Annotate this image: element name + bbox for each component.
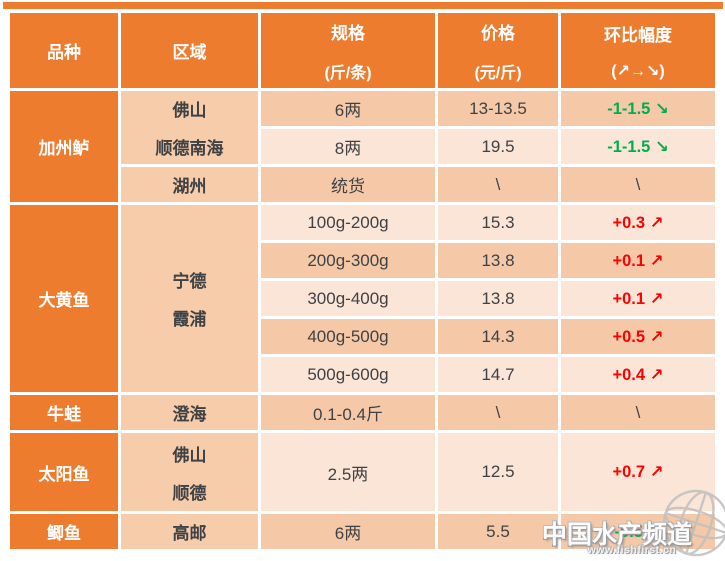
fish-price-table: 品种 区域 规格 (斤/条) 价格 (元/斤) 环比幅度 (↗→↘) 加州鲈 佛… — [7, 10, 718, 552]
price-cell: 19.5 — [438, 129, 558, 164]
spec-cell: 200g-300g — [261, 243, 435, 278]
spec-cell: 0.1-0.4斤 — [261, 395, 435, 430]
change-cell: +0.1 ↗ — [561, 281, 715, 316]
col-header-region-label: 区域 — [172, 43, 207, 62]
region-line: 湖州 — [172, 177, 207, 196]
spec-cell: 6两 — [261, 91, 435, 126]
col-header-change-arrows: (↗→↘) — [611, 62, 665, 80]
change-cell: +0.5 ↗ — [561, 319, 715, 354]
table-row: 200g-300g 13.8 +0.1 ↗ — [10, 243, 715, 278]
price-cell: \ — [438, 167, 558, 202]
change-cell: +0.3 ↗ — [561, 205, 715, 240]
col-header-spec: 规格 (斤/条) — [261, 13, 435, 88]
region-cell: 高邮 — [121, 514, 258, 549]
region-line: 佛山 — [172, 101, 207, 120]
price-cell: 15.3 — [438, 205, 558, 240]
price-cell: 5.5 — [438, 514, 558, 549]
spec-cell: 300g-400g — [261, 281, 435, 316]
table-row: 鲫鱼 高邮 6两 5.5 -0.5 ↘ — [10, 514, 715, 549]
top-accent-bar — [3, 2, 723, 9]
table-row: 加州鲈 佛山 顺德南海 6两 13-13.5 -1-1.5 ↘ — [10, 91, 715, 202]
variety-cell: 太阳鱼 — [10, 433, 118, 511]
price-cell: \ — [438, 395, 558, 430]
change-cell: \ — [561, 395, 715, 430]
price-cell: 12.5 — [438, 433, 558, 511]
region-line: 澄海 — [172, 405, 207, 424]
region-cell: 澄海 — [121, 395, 258, 430]
region-cell: 宁德 霞浦 — [121, 205, 258, 392]
spec-cell: 统货 — [261, 167, 435, 202]
spec-cell: 8两 — [261, 129, 435, 164]
region-line: 顺德 — [172, 483, 207, 503]
table-row: 300g-400g 13.8 +0.1 ↗ — [10, 281, 715, 316]
table-row: 大黄鱼 宁德 霞浦 100g-200g 15.3 +0.3 ↗ — [10, 205, 715, 392]
change-cell: \ — [561, 167, 715, 202]
change-cell: -1-1.5 ↘ — [561, 91, 715, 126]
region-line: 顺德南海 — [155, 139, 224, 158]
region-line: 宁德 — [172, 272, 207, 291]
price-cell: 13-13.5 — [438, 91, 558, 126]
region-line: 高邮 — [172, 524, 207, 543]
col-header-variety-label: 品种 — [47, 43, 81, 62]
col-header-spec-label: 规格 — [331, 23, 365, 43]
spec-cell: 2.5两 — [261, 433, 435, 511]
header-row: 品种 区域 规格 (斤/条) 价格 (元/斤) 环比幅度 (↗→↘) — [10, 13, 715, 88]
table-row: 400g-500g 14.3 +0.5 ↗ — [10, 319, 715, 354]
region-cell: 湖州 — [121, 167, 258, 202]
table-row: 太阳鱼 佛山 顺德 2.5两 12.5 +0.7 ↗ — [10, 433, 715, 511]
price-cell: 14.7 — [438, 357, 558, 392]
variety-cell: 牛蛙 — [10, 395, 118, 430]
change-cell: -1-1.5 ↘ — [561, 129, 715, 164]
change-cell: +0.4 ↗ — [561, 357, 715, 392]
spec-cell: 500g-600g — [261, 357, 435, 392]
price-cell: 14.3 — [438, 319, 558, 354]
region-cell: 佛山 顺德 — [121, 433, 258, 511]
change-cell: -0.5 ↘ — [561, 514, 715, 549]
spec-cell: 100g-200g — [261, 205, 435, 240]
price-cell: 13.8 — [438, 281, 558, 316]
region-cell: 佛山 顺德南海 — [121, 91, 258, 164]
col-header-change-label: 环比幅度 — [604, 25, 672, 45]
price-cell: 13.8 — [438, 243, 558, 278]
change-cell: +0.1 ↗ — [561, 243, 715, 278]
spec-cell: 6两 — [261, 514, 435, 549]
variety-cell: 加州鲈 — [10, 91, 118, 202]
table-row: 牛蛙 澄海 0.1-0.4斤 \ \ — [10, 395, 715, 430]
variety-cell: 鲫鱼 — [10, 514, 118, 549]
table-row: 湖州 统货 \ \ — [10, 167, 715, 202]
spec-cell: 400g-500g — [261, 319, 435, 354]
variety-cell: 大黄鱼 — [10, 205, 118, 392]
col-header-region: 区域 — [121, 13, 258, 88]
col-header-change: 环比幅度 (↗→↘) — [561, 13, 715, 88]
region-line: 霞浦 — [172, 310, 207, 329]
col-header-price-label: 价格 — [481, 23, 515, 43]
col-header-price: 价格 (元/斤) — [438, 13, 558, 88]
col-header-spec-unit: (斤/条) — [324, 64, 372, 82]
col-header-variety: 品种 — [10, 13, 118, 88]
region-line: 佛山 — [172, 445, 207, 465]
col-header-price-unit: (元/斤) — [474, 64, 522, 82]
table-row: 500g-600g 14.7 +0.4 ↗ — [10, 357, 715, 392]
table-row: 8两 19.5 -1-1.5 ↘ — [10, 129, 715, 164]
change-cell: +0.7 ↗ — [561, 433, 715, 511]
